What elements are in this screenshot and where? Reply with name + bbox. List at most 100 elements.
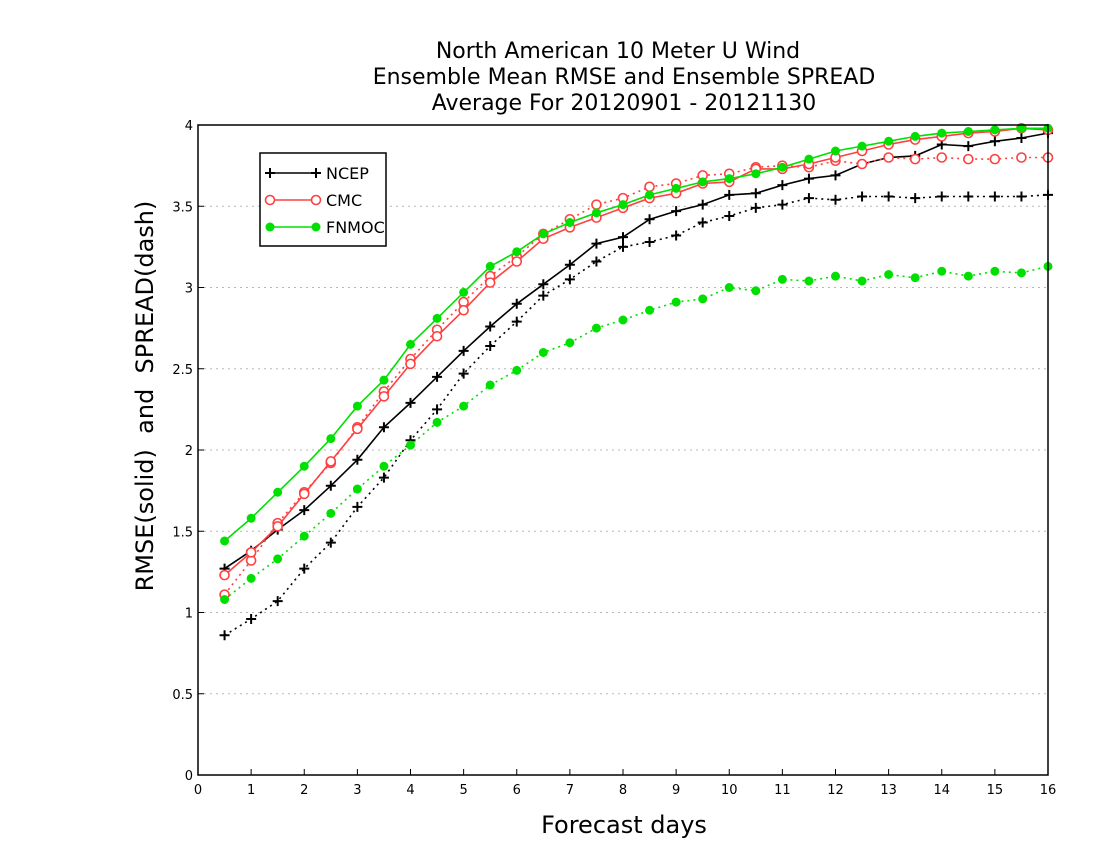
y-axis-title: RMSE(solid) and SPREAD(dash) — [131, 201, 159, 592]
data-point-fnmoc-rmse — [671, 183, 681, 193]
data-point-cmc-spread — [856, 158, 868, 170]
grid — [198, 205, 1048, 695]
legend-item-cmc: CMC — [264, 191, 362, 210]
data-point-ncep-spread — [963, 191, 974, 202]
data-point-fnmoc-rmse — [698, 177, 708, 187]
data-point-fnmoc-spread — [618, 315, 628, 325]
plot-frame — [197, 124, 1049, 776]
data-point-ncep-rmse — [989, 136, 1000, 147]
data-point-cmc-rmse — [245, 547, 257, 558]
data-point-fnmoc-rmse — [884, 136, 894, 146]
data-point-ncep-rmse — [1016, 133, 1027, 143]
data-point-fnmoc-spread — [299, 531, 309, 541]
x-tick-label: 4 — [406, 783, 414, 798]
data-point-ncep-rmse — [432, 371, 443, 382]
data-point-fnmoc-rmse — [645, 190, 655, 200]
data-point-cmc-rmse — [272, 521, 283, 532]
data-point-fnmoc-spread — [246, 573, 256, 583]
data-point-ncep-spread — [777, 199, 788, 210]
data-point-fnmoc-spread — [910, 273, 920, 283]
y-tick-label: 1 — [185, 607, 193, 622]
data-point-fnmoc-rmse — [299, 461, 309, 471]
data-point-fnmoc-rmse — [831, 146, 840, 156]
x-tick-label: 11 — [774, 783, 791, 798]
data-point-cmc-rmse — [431, 330, 443, 342]
data-point-fnmoc-spread — [804, 276, 814, 286]
data-point-ncep-spread — [219, 630, 230, 641]
data-point-ncep-rmse — [671, 206, 682, 217]
data-point-cmc-rmse — [378, 391, 390, 402]
data-point-ncep-rmse — [458, 345, 469, 356]
x-axis-title: Forecast days — [541, 811, 707, 839]
data-point-fnmoc-spread — [406, 440, 415, 450]
data-point-ncep-rmse — [697, 199, 708, 210]
data-point-fnmoc-rmse — [352, 401, 362, 411]
y-tick-label: 0.5 — [172, 688, 193, 703]
data-point-fnmoc-spread — [379, 461, 389, 471]
data-point-ncep-spread — [618, 241, 628, 252]
data-point-cmc-spread — [909, 153, 921, 165]
data-point-fnmoc-rmse — [618, 200, 628, 210]
data-point-fnmoc-spread — [538, 348, 548, 357]
data-point-cmc-spread — [989, 153, 1001, 165]
data-point-ncep-spread — [671, 230, 682, 241]
x-tick-label: 3 — [353, 783, 361, 798]
y-tick-label: 2 — [185, 444, 193, 459]
data-point-ncep-spread — [378, 472, 389, 483]
x-tick-label: 15 — [987, 783, 1004, 798]
data-point-cmc-spread — [963, 153, 974, 165]
data-point-fnmoc-spread — [1016, 268, 1026, 278]
series-fnmoc-rmse — [220, 123, 1053, 546]
data-point-ncep-rmse — [405, 397, 416, 408]
data-point-fnmoc-spread — [698, 294, 708, 304]
data-point-ncep-spread — [644, 237, 655, 247]
data-point-ncep-spread — [564, 274, 575, 285]
data-point-fnmoc-rmse — [512, 247, 522, 257]
data-point-ncep-rmse — [485, 321, 496, 332]
x-tick-label: 2 — [300, 783, 308, 798]
x-tick-label: 0 — [194, 783, 202, 798]
data-point-fnmoc-rmse — [937, 128, 947, 138]
data-point-ncep-spread — [272, 596, 283, 607]
data-point-fnmoc-rmse — [591, 208, 601, 218]
legend-label: CMC — [326, 191, 362, 210]
x-tick-label: 5 — [459, 783, 467, 798]
series-fnmoc-spread — [220, 261, 1053, 604]
data-point-ncep-spread — [830, 194, 841, 205]
data-point-cmc-rmse — [405, 358, 416, 370]
data-point-ncep-spread — [591, 256, 602, 267]
data-point-fnmoc-rmse — [538, 229, 548, 239]
data-point-fnmoc-spread — [857, 276, 867, 286]
chart-title: North American 10 Meter U Wind Ensemble … — [373, 39, 876, 116]
data-point-ncep-spread — [936, 191, 947, 202]
data-point-fnmoc-rmse — [326, 434, 336, 444]
legend-marker-start — [265, 168, 275, 178]
data-point-ncep-spread — [485, 341, 496, 351]
data-point-ncep-rmse — [511, 298, 522, 309]
data-point-fnmoc-rmse — [379, 375, 389, 385]
data-point-fnmoc-rmse — [804, 154, 814, 164]
data-point-fnmoc-spread — [326, 508, 336, 518]
data-point-fnmoc-rmse — [751, 169, 761, 179]
data-point-fnmoc-spread — [459, 401, 469, 411]
data-point-ncep-rmse — [830, 170, 841, 181]
data-point-fnmoc-rmse — [246, 513, 256, 523]
legend-marker-end — [311, 168, 321, 178]
data-point-cmc-rmse — [352, 423, 363, 435]
data-point-fnmoc-rmse — [990, 125, 1000, 135]
series-ncep-spread — [219, 189, 1053, 641]
data-point-ncep-spread — [750, 202, 761, 213]
data-point-fnmoc-spread — [565, 338, 575, 348]
data-point-fnmoc-spread — [591, 323, 601, 333]
data-point-ncep-spread — [458, 368, 469, 379]
x-tick-label: 16 — [1040, 783, 1057, 798]
x-tick-label: 13 — [880, 783, 897, 798]
data-point-fnmoc-rmse — [432, 313, 442, 323]
data-point-fnmoc-spread — [273, 554, 283, 564]
data-point-fnmoc-spread — [671, 297, 681, 307]
data-point-fnmoc-spread — [990, 266, 1000, 276]
data-point-fnmoc-spread — [831, 271, 840, 281]
data-point-fnmoc-spread — [963, 271, 973, 281]
x-tick-label: 9 — [672, 783, 680, 798]
data-point-fnmoc-rmse — [910, 131, 920, 141]
